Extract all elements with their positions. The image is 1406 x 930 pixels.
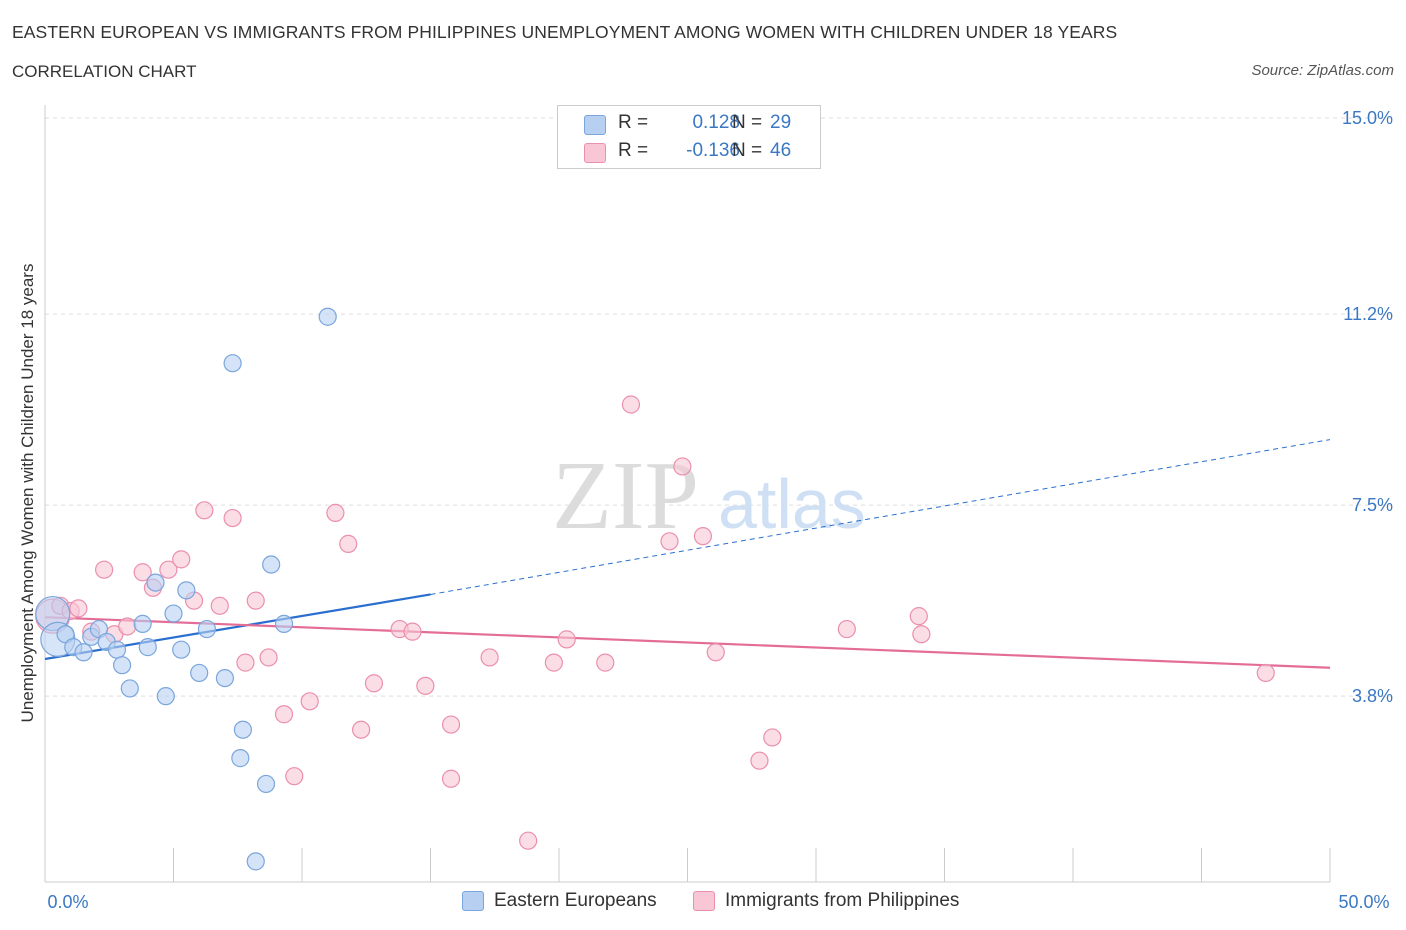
- bottom-legend-swatch-blue: [462, 891, 484, 911]
- source-credit: Source: ZipAtlas.com: [1251, 62, 1394, 79]
- point-eastern-europeans: [223, 354, 242, 373]
- point-philippines: [693, 527, 713, 546]
- point-philippines: [223, 508, 242, 528]
- ticks-layer: 3.8% 7.5% 11.2% 15.0% 0.0% 50.0%: [47, 108, 1393, 912]
- correlation-legend: R = 0.128 N = 29 R = -0.136 N = 46: [557, 105, 821, 169]
- point-philippines: [118, 617, 137, 636]
- point-eastern-europeans: [112, 656, 132, 675]
- point-philippines: [480, 648, 499, 667]
- chart-subtitle: CORRELATION CHART: [12, 62, 197, 81]
- watermark-zip: ZIP: [552, 442, 699, 550]
- y-tick-label: 7.5%: [1352, 495, 1393, 515]
- y-axis-label: Unemployment Among Women with Children U…: [18, 264, 37, 723]
- point-eastern-europeans: [190, 663, 209, 683]
- point-philippines: [195, 501, 214, 520]
- point-eastern-europeans: [164, 604, 183, 623]
- point-philippines: [69, 599, 88, 618]
- point-eastern-europeans: [146, 573, 165, 592]
- legend-r-label: R =: [618, 112, 649, 133]
- point-eastern-europeans: [177, 581, 196, 600]
- point-philippines: [441, 769, 461, 788]
- legend-swatch-pink: [584, 143, 606, 163]
- point-philippines: [416, 676, 435, 695]
- point-eastern-europeans: [172, 640, 191, 659]
- x-tick-label: 50.0%: [1338, 892, 1389, 912]
- point-philippines: [1256, 663, 1275, 683]
- grid-layer: [45, 117, 1392, 697]
- point-philippines: [210, 596, 229, 615]
- trend-line-philippines: [44, 616, 1331, 669]
- watermark: ZIP atlas: [552, 442, 866, 550]
- point-philippines: [544, 653, 563, 672]
- y-tick-label: 11.2%: [1343, 304, 1393, 324]
- point-eastern-europeans: [74, 643, 93, 662]
- point-eastern-europeans: [215, 668, 234, 688]
- point-philippines: [274, 705, 294, 724]
- point-philippines: [673, 457, 692, 476]
- point-eastern-europeans: [246, 852, 265, 871]
- legend-r-value: -0.136: [686, 140, 740, 161]
- y-tick-label: 15.0%: [1342, 108, 1393, 128]
- legend-n-label: N =: [732, 140, 763, 161]
- point-philippines: [95, 560, 114, 579]
- point-philippines: [246, 591, 265, 610]
- y-tick-label: 3.8%: [1352, 686, 1393, 706]
- point-eastern-europeans: [262, 555, 281, 574]
- axes-layer: [44, 105, 1331, 883]
- point-philippines: [236, 653, 255, 672]
- point-philippines: [172, 550, 191, 569]
- bottom-legend-swatch-pink: [693, 891, 715, 911]
- point-philippines: [837, 619, 856, 639]
- legend-r-label: R =: [618, 140, 649, 161]
- point-philippines: [259, 648, 278, 667]
- point-philippines: [660, 532, 679, 551]
- points-layer: [35, 307, 1275, 871]
- point-philippines: [339, 534, 358, 553]
- point-eastern-europeans: [318, 307, 337, 326]
- point-philippines: [596, 653, 615, 672]
- x-tick-label: 0.0%: [47, 892, 88, 912]
- legend-n-value: 46: [770, 140, 792, 161]
- point-philippines: [706, 643, 725, 662]
- point-eastern-europeans: [197, 619, 217, 639]
- watermark-atlas: atlas: [718, 465, 866, 543]
- point-philippines: [285, 767, 304, 786]
- bottom-legend-label: Eastern Europeans: [494, 890, 657, 911]
- trend-line-eastern-europeans-extension: [430, 439, 1331, 595]
- point-eastern-europeans: [120, 679, 139, 698]
- point-philippines: [133, 563, 152, 582]
- point-philippines: [352, 720, 371, 739]
- point-philippines: [326, 503, 345, 523]
- point-philippines: [912, 625, 931, 644]
- point-philippines: [300, 692, 319, 711]
- point-philippines: [364, 674, 384, 693]
- point-philippines: [519, 831, 538, 850]
- point-philippines: [441, 715, 461, 734]
- point-eastern-europeans: [256, 774, 276, 794]
- legend-r-value: 0.128: [692, 112, 740, 133]
- legend-n-label: N =: [732, 112, 763, 133]
- chart-title: EASTERN EUROPEAN VS IMMIGRANTS FROM PHIL…: [12, 22, 1118, 42]
- point-philippines: [763, 728, 782, 747]
- point-philippines: [159, 560, 178, 579]
- point-eastern-europeans: [156, 687, 175, 706]
- point-philippines: [909, 607, 928, 626]
- point-eastern-europeans: [274, 614, 294, 633]
- legend-n-value: 29: [770, 112, 792, 133]
- point-philippines: [621, 395, 641, 414]
- point-philippines: [557, 630, 576, 649]
- legend-swatch-blue: [584, 115, 606, 135]
- point-eastern-europeans: [231, 749, 250, 768]
- bottom-legend-label: Immigrants from Philippines: [725, 890, 960, 911]
- point-eastern-europeans: [133, 614, 152, 633]
- point-eastern-europeans: [138, 638, 157, 657]
- point-eastern-europeans: [107, 640, 127, 659]
- point-philippines: [403, 622, 422, 641]
- point-eastern-europeans: [233, 720, 252, 739]
- point-philippines: [750, 751, 769, 770]
